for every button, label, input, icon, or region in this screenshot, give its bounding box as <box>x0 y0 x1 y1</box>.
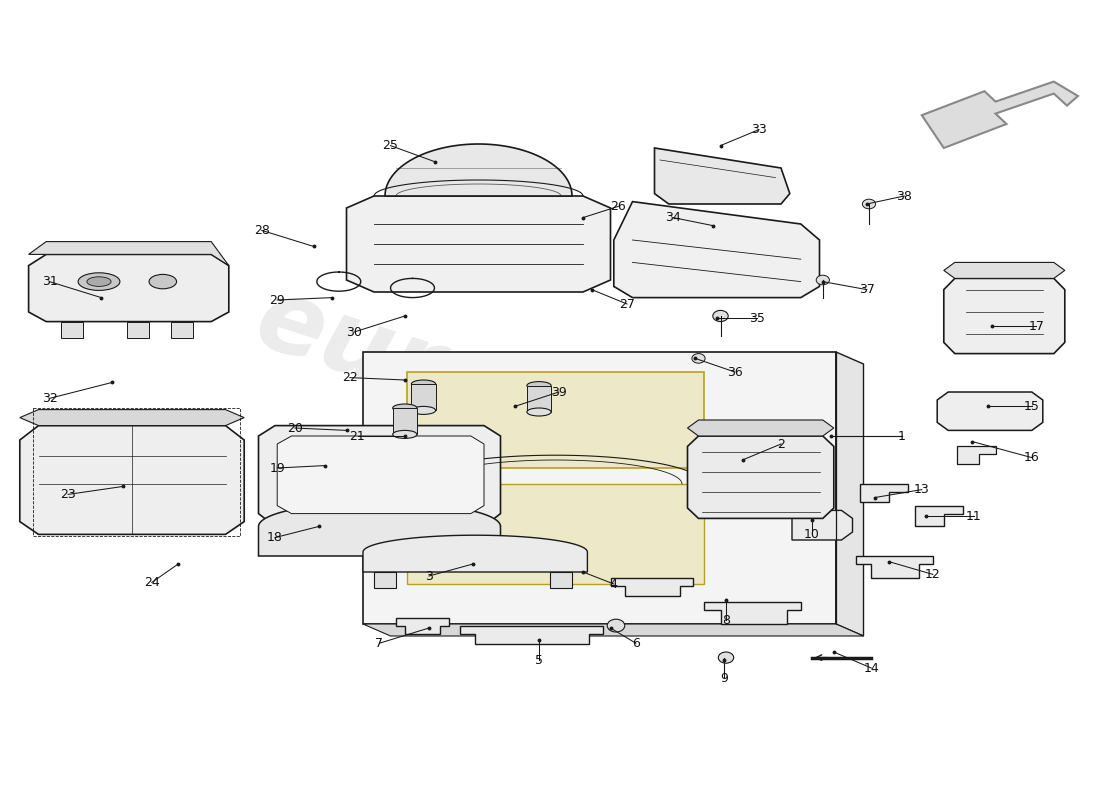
Text: 24: 24 <box>144 576 159 589</box>
Polygon shape <box>792 510 852 540</box>
Text: a passion since 1985: a passion since 1985 <box>359 446 708 586</box>
Text: 13: 13 <box>914 483 929 496</box>
Text: 35: 35 <box>749 312 764 325</box>
Ellipse shape <box>411 380 436 388</box>
Text: 6: 6 <box>631 637 640 650</box>
Text: 21: 21 <box>350 430 365 442</box>
Text: 16: 16 <box>1024 451 1040 464</box>
Polygon shape <box>460 626 603 644</box>
Polygon shape <box>922 82 1078 148</box>
Text: 19: 19 <box>270 462 285 474</box>
Polygon shape <box>29 242 229 266</box>
Text: 14: 14 <box>864 662 879 674</box>
Ellipse shape <box>78 273 120 290</box>
Text: 27: 27 <box>619 298 635 310</box>
Text: 17: 17 <box>1028 320 1044 333</box>
Text: 4: 4 <box>609 578 618 590</box>
Text: 11: 11 <box>966 510 981 522</box>
Text: 39: 39 <box>551 386 566 398</box>
Text: 18: 18 <box>267 531 283 544</box>
Polygon shape <box>688 420 834 436</box>
Text: 32: 32 <box>42 392 57 405</box>
Text: 20: 20 <box>287 422 303 434</box>
Polygon shape <box>407 372 704 468</box>
Polygon shape <box>385 144 572 196</box>
Ellipse shape <box>393 404 417 412</box>
Text: 31: 31 <box>42 275 57 288</box>
Polygon shape <box>654 148 790 204</box>
Circle shape <box>816 275 829 285</box>
Ellipse shape <box>87 277 111 286</box>
Polygon shape <box>363 535 587 572</box>
Text: 37: 37 <box>859 283 874 296</box>
Text: 36: 36 <box>727 366 742 378</box>
Text: 9: 9 <box>719 672 728 685</box>
Polygon shape <box>170 322 192 338</box>
Text: 25: 25 <box>383 139 398 152</box>
Polygon shape <box>411 384 436 410</box>
Polygon shape <box>944 262 1065 278</box>
Text: 12: 12 <box>925 568 940 581</box>
Polygon shape <box>610 578 693 596</box>
Text: eurosparts: eurosparts <box>244 271 856 553</box>
Text: 5: 5 <box>535 654 543 666</box>
Text: 15: 15 <box>1024 400 1040 413</box>
Polygon shape <box>396 618 449 634</box>
Polygon shape <box>550 572 572 588</box>
Polygon shape <box>60 322 82 338</box>
Polygon shape <box>258 502 500 556</box>
Polygon shape <box>126 322 148 338</box>
Polygon shape <box>393 408 417 434</box>
Ellipse shape <box>411 406 436 414</box>
Polygon shape <box>277 436 484 514</box>
Polygon shape <box>407 484 704 584</box>
Polygon shape <box>836 352 864 636</box>
Text: 10: 10 <box>804 528 820 541</box>
Text: 34: 34 <box>666 211 681 224</box>
Polygon shape <box>527 386 551 412</box>
Text: 33: 33 <box>751 123 767 136</box>
Polygon shape <box>346 196 610 292</box>
Polygon shape <box>29 254 229 322</box>
Circle shape <box>607 619 625 632</box>
Text: 7: 7 <box>375 637 384 650</box>
Polygon shape <box>915 506 962 526</box>
Text: 26: 26 <box>610 200 626 213</box>
Polygon shape <box>937 392 1043 430</box>
Text: 38: 38 <box>896 190 912 202</box>
Circle shape <box>692 354 705 363</box>
Polygon shape <box>688 436 834 518</box>
Polygon shape <box>374 572 396 588</box>
Polygon shape <box>363 624 864 636</box>
Polygon shape <box>20 410 244 426</box>
Polygon shape <box>957 446 996 464</box>
Polygon shape <box>258 426 500 526</box>
Circle shape <box>862 199 876 209</box>
Ellipse shape <box>148 274 176 289</box>
Ellipse shape <box>527 382 551 390</box>
Text: 3: 3 <box>425 570 433 582</box>
Polygon shape <box>944 278 1065 354</box>
Text: 2: 2 <box>777 438 785 450</box>
Text: 28: 28 <box>254 224 270 237</box>
Ellipse shape <box>527 408 551 416</box>
Text: 29: 29 <box>270 294 285 306</box>
Polygon shape <box>860 484 908 502</box>
Text: 1: 1 <box>898 430 906 442</box>
Polygon shape <box>704 602 801 624</box>
Ellipse shape <box>393 430 417 438</box>
Circle shape <box>713 310 728 322</box>
Polygon shape <box>363 352 836 624</box>
Text: 8: 8 <box>722 614 730 626</box>
Polygon shape <box>614 202 820 298</box>
Polygon shape <box>20 426 244 534</box>
Polygon shape <box>856 556 933 578</box>
Circle shape <box>718 652 734 663</box>
Text: 30: 30 <box>346 326 362 338</box>
Text: 22: 22 <box>342 371 358 384</box>
Text: 23: 23 <box>60 488 76 501</box>
